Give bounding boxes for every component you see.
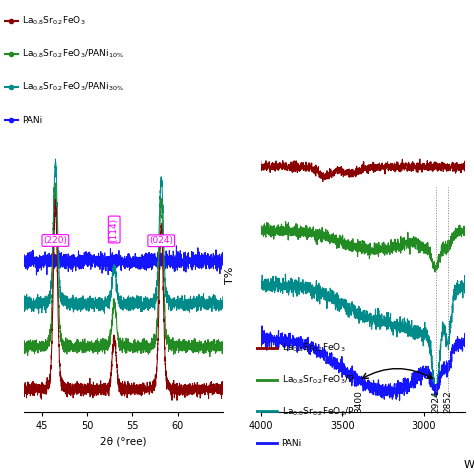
Text: (220): (220) [44,236,67,245]
Text: 2852: 2852 [443,390,452,413]
Text: La$_{0.8}$Sr$_{0.2}$FeO$_3$/PANi$_{30\%}$: La$_{0.8}$Sr$_{0.2}$FeO$_3$/PANi$_{30\%}… [22,81,124,93]
Text: PANi: PANi [282,439,302,448]
Text: 2924: 2924 [432,390,441,413]
Text: La$_{0.8}$Sr$_{0.2}$FeO$_3$/PANi$_{10\%}$: La$_{0.8}$Sr$_{0.2}$FeO$_3$/PANi$_{10\%}… [22,48,124,61]
Text: (024): (024) [149,236,173,245]
Text: La$_{0.8}$Sr$_{0.2}$FeO$_3$/P: La$_{0.8}$Sr$_{0.2}$FeO$_3$/P [282,405,354,418]
Text: T%: T% [225,266,235,283]
Text: La$_{0.8}$Sr$_{0.2}$FeO$_3$: La$_{0.8}$Sr$_{0.2}$FeO$_3$ [22,15,86,27]
Text: La$_{0.8}$Sr$_{0.2}$FeO$_3$: La$_{0.8}$Sr$_{0.2}$FeO$_3$ [282,341,345,354]
Text: 3400: 3400 [354,390,363,413]
Text: (114): (114) [109,218,118,242]
Text: PANi: PANi [22,116,43,125]
Text: W: W [464,460,474,470]
Text: La$_{0.8}$Sr$_{0.2}$FeO$_3$/P: La$_{0.8}$Sr$_{0.2}$FeO$_3$/P [282,374,354,386]
X-axis label: 2θ (°ree): 2θ (°ree) [100,437,146,447]
